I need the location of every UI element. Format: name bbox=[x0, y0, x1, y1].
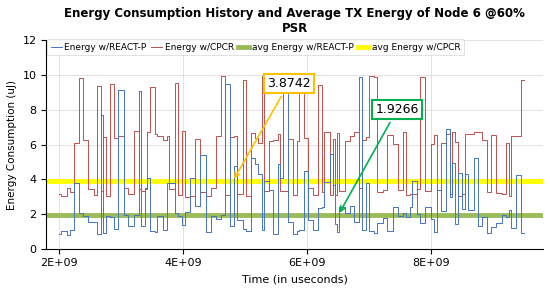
Line: Energy w/CPCR: Energy w/CPCR bbox=[59, 76, 525, 196]
Energy w/REACT-P bbox=[56, 233, 62, 236]
Legend: Energy w/REACT-P, Energy w/CPCR, avg Energy w/REACT-P, avg Energy w/CPCR: Energy w/REACT-P, Energy w/CPCR, avg Ene… bbox=[47, 39, 464, 55]
Energy w/REACT-P bbox=[370, 230, 377, 233]
Line: Energy w/REACT-P: Energy w/REACT-P bbox=[59, 73, 525, 235]
Energy w/CPCR bbox=[56, 193, 62, 196]
Energy w/CPCR bbox=[226, 194, 233, 197]
Y-axis label: Energy Consumption (uJ): Energy Consumption (uJ) bbox=[7, 79, 17, 210]
Energy w/REACT-P bbox=[398, 214, 404, 218]
Energy w/REACT-P bbox=[272, 232, 278, 235]
Energy w/REACT-P bbox=[226, 82, 233, 86]
Energy w/CPCR bbox=[365, 74, 372, 77]
Energy w/CPCR bbox=[239, 79, 246, 82]
Energy w/REACT-P bbox=[137, 89, 144, 93]
Energy w/CPCR bbox=[182, 195, 189, 198]
Energy w/CPCR bbox=[137, 187, 144, 190]
Title: Energy Consumption History and Average TX Energy of Node 6 @60%
PSR: Energy Consumption History and Average T… bbox=[64, 7, 525, 35]
Energy w/CPCR bbox=[370, 74, 377, 77]
Energy w/REACT-P bbox=[521, 231, 528, 235]
Energy w/CPCR bbox=[521, 78, 528, 81]
Text: 1.9266: 1.9266 bbox=[340, 103, 419, 211]
Energy w/REACT-P bbox=[239, 227, 246, 230]
Energy w/CPCR bbox=[398, 188, 404, 191]
Energy w/REACT-P bbox=[280, 71, 287, 75]
Energy w/CPCR bbox=[272, 138, 278, 142]
X-axis label: Time (in useconds): Time (in useconds) bbox=[242, 274, 348, 284]
Text: 3.8742: 3.8742 bbox=[235, 77, 310, 178]
Energy w/REACT-P bbox=[63, 233, 70, 237]
